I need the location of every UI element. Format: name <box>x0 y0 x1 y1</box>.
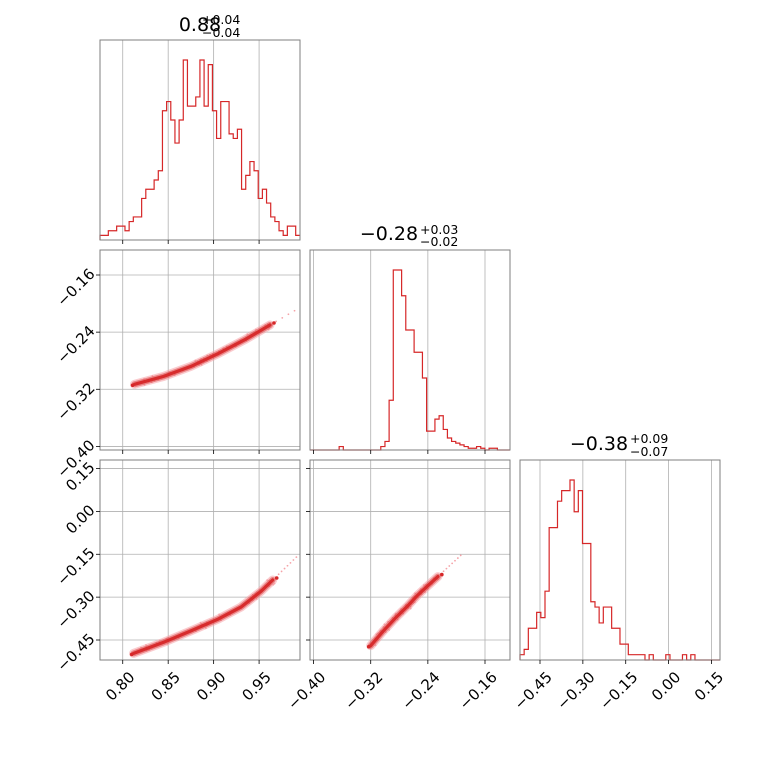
histogram-panel <box>99 39 301 244</box>
scatter-panel: −0.40 −0.32 −0.24 −0.16 <box>284 459 511 713</box>
panel-frame <box>99 39 301 241</box>
x-tick-label: −0.24 <box>398 668 443 713</box>
scatter-point <box>366 644 371 649</box>
title-plus-3: +0.09 <box>630 431 668 446</box>
x-tick-label: −0.15 <box>596 668 641 713</box>
x-tick-label: 0.15 <box>691 668 727 704</box>
y-tick-label: −0.32 <box>53 379 98 424</box>
x-tick-label: −0.30 <box>553 668 598 713</box>
y-tick-label: −0.30 <box>53 587 98 632</box>
panel-frame <box>309 249 511 451</box>
x-tick-label: −0.40 <box>284 668 329 713</box>
scatter-point <box>306 303 308 305</box>
panel-frame <box>309 459 511 661</box>
title-median: 0.88 <box>179 14 221 36</box>
title-param-2: −0.28 <box>360 223 418 245</box>
scatter-point <box>293 309 296 312</box>
scatter-point <box>318 296 320 298</box>
histogram-step <box>519 479 720 661</box>
scatter-point <box>274 576 279 580</box>
density-contour <box>369 575 440 648</box>
x-tick-label: −0.16 <box>456 668 501 713</box>
title-param-3: −0.38 <box>570 433 628 455</box>
x-tick-label: 0.90 <box>193 668 229 704</box>
scatter-point <box>442 570 445 573</box>
scatter-point <box>286 564 289 567</box>
title-param-1: 0.88 <box>179 14 221 36</box>
title-minus-2: −0.02 <box>420 234 458 249</box>
title-plus-1: +0.04 <box>202 12 240 27</box>
panels: −0.45−0.30−0.15 0.00 0.15−0.40−0.32−0.24−0… <box>53 39 727 713</box>
title-minus-1: −0.04 <box>202 25 240 40</box>
histogram-step <box>99 59 300 240</box>
x-tick-label: 0.95 <box>239 668 275 704</box>
scatter-point <box>448 565 451 567</box>
scatter-point <box>283 567 286 570</box>
scatter-point <box>440 572 444 577</box>
y-tick-label: −0.24 <box>53 322 98 367</box>
scatter-panel: −0.40−0.32−0.24−0.16 <box>53 249 320 481</box>
y-tick-label: 0.00 <box>62 501 98 537</box>
x-tick-label: −0.45 <box>511 668 556 713</box>
scatter-content <box>130 296 320 389</box>
panel-frame <box>519 459 721 661</box>
scatter-panel: 0.80 0.85 0.90 0.95−0.45−0.30−0.150.000.15 <box>53 458 301 704</box>
scatter-point <box>456 557 459 559</box>
y-tick-label: −0.16 <box>53 265 98 310</box>
panel-frame <box>99 249 301 451</box>
histogram-panel: −0.45−0.30−0.15 0.00 0.15 <box>511 459 727 713</box>
density-contour <box>132 323 272 386</box>
scatter-point <box>275 320 278 323</box>
scatter-point <box>454 559 456 562</box>
scatter-point <box>292 559 295 561</box>
histogram-panel <box>309 249 511 454</box>
x-tick-label: −0.32 <box>341 668 386 713</box>
y-tick-label: −0.45 <box>53 630 98 675</box>
scatter-point <box>459 554 462 557</box>
x-tick-label: 0.85 <box>148 668 184 704</box>
scatter-point <box>280 570 283 573</box>
y-tick-label: −0.15 <box>53 544 98 589</box>
x-tick-label: 0.80 <box>102 668 138 704</box>
scatter-content <box>366 554 462 651</box>
panel-frame <box>99 459 301 661</box>
scatter-point <box>129 652 134 657</box>
title-median: −0.38 <box>570 433 628 455</box>
scatter-point <box>295 556 298 559</box>
scatter-point <box>281 316 284 319</box>
scatter-point <box>287 313 290 316</box>
title-plus-2: +0.03 <box>420 222 458 237</box>
density-fill <box>129 575 278 658</box>
scatter-point <box>445 567 448 570</box>
title-median: −0.28 <box>360 223 418 245</box>
density-contour <box>132 578 275 655</box>
scatter-content <box>129 556 298 658</box>
x-tick-label: 0.00 <box>648 668 684 704</box>
title-minus-3: −0.07 <box>630 444 668 459</box>
scatter-point <box>272 321 276 325</box>
scatter-point <box>289 561 292 564</box>
histogram-step <box>310 269 510 451</box>
scatter-point <box>130 383 135 388</box>
scatter-point <box>277 573 280 576</box>
scatter-point <box>451 562 454 565</box>
